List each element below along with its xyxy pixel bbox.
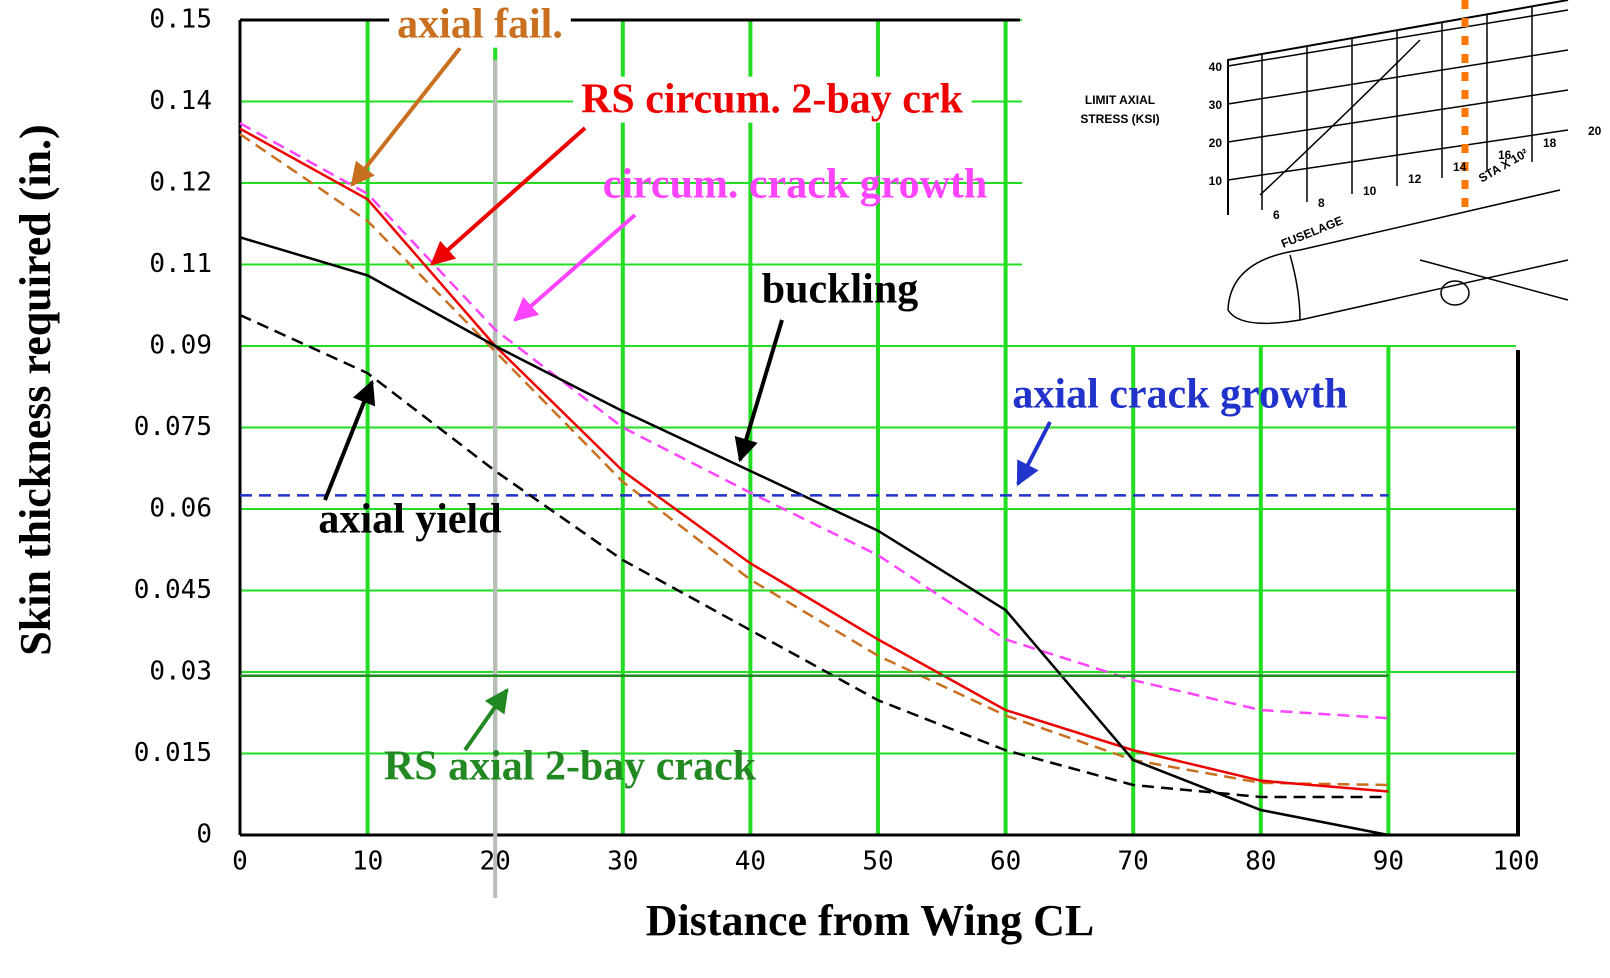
x-tick-label: 80 [1245, 847, 1276, 877]
inset-tick: 6 [1273, 208, 1280, 222]
x-tick-label: 90 [1373, 847, 1404, 877]
annotation: axial crack growth [1012, 372, 1347, 418]
annotation: RS circum. 2-bay crk [581, 77, 963, 123]
y-tick-label: 0.075 [134, 412, 212, 442]
inset-tick: 20 [1209, 136, 1223, 150]
annotation-arrow [350, 46, 462, 187]
series-line [239, 133, 1389, 787]
annotation-arrow [513, 213, 637, 322]
y-tick-label: 0.15 [149, 5, 212, 35]
annotation-background [573, 76, 972, 123]
y-tick-label: 0.06 [149, 494, 212, 524]
inset-tick: 20 [1588, 124, 1602, 138]
annotation: axial yield [318, 497, 501, 543]
y-tick-label: 0.045 [134, 575, 212, 605]
y-tick-label: 0.11 [149, 249, 212, 279]
inset-tick: 30 [1209, 98, 1223, 112]
annotation-arrow [463, 688, 509, 752]
annotation-arrow [430, 126, 587, 266]
inset-tick: 18 [1543, 136, 1557, 150]
x-tick-label: 30 [607, 847, 638, 877]
annotation: circum. crack growth [603, 162, 988, 208]
inset: LIMIT AXIAL STRESS (KSI) 10 20 30 40 6 8 10 12 14 1… [1022, 0, 1610, 345]
annotation-arrow [323, 379, 376, 501]
inset-tick: 8 [1318, 196, 1325, 210]
annotation: buckling [762, 267, 918, 313]
x-tick-label: 60 [990, 847, 1021, 877]
y-tick-label: 0 [196, 820, 212, 850]
inset-grid [1227, 49, 1569, 105]
inset-tick: 40 [1209, 60, 1223, 74]
x-tick-label: 0 [232, 847, 248, 877]
engine [1440, 280, 1470, 306]
annotation-background [389, 1, 571, 48]
inset-tick: 10 [1363, 184, 1377, 198]
x-tick-label: 50 [862, 847, 893, 877]
x-tick-label: 100 [1493, 847, 1540, 877]
inset-tick: 14 [1453, 160, 1467, 174]
inset-grid [1227, 89, 1569, 143]
inset-background [1022, 0, 1610, 345]
y-tick-label: 0.015 [134, 738, 212, 768]
inset-label: STRESS (KSI) [1080, 112, 1159, 126]
annotation: RS axial 2-bay crack [384, 744, 757, 790]
x-tick-label: 70 [1118, 847, 1149, 877]
y-tick-label: 0.03 [149, 657, 212, 687]
x-tick-label: 40 [735, 847, 766, 877]
y-tick-label: 0.12 [149, 168, 212, 198]
inset-grid [1227, 9, 1569, 67]
annotation-arrow [1016, 421, 1052, 487]
series-line [239, 236, 1389, 837]
inset-grid [1227, 0, 1569, 215]
y-axis-title: Skin thickness required (in.) [11, 124, 60, 655]
x-axis-title: Distance from Wing CL [646, 896, 1095, 945]
y-tick-label: 0.14 [149, 86, 212, 116]
series-line [239, 127, 1389, 793]
aircraft [1227, 189, 1569, 325]
inset-tick: 12 [1408, 172, 1422, 186]
annotation-arrow [734, 319, 784, 463]
y-tick-label: 0.09 [149, 331, 212, 361]
inset-label: LIMIT AXIAL [1085, 93, 1155, 107]
inset-tick: 16 [1498, 148, 1512, 162]
x-tick-label: 10 [352, 847, 383, 877]
series-line [239, 313, 1389, 799]
annotation: axial fail. [397, 2, 563, 48]
inset-tick: 10 [1209, 174, 1223, 188]
inset-curve [1259, 39, 1421, 196]
